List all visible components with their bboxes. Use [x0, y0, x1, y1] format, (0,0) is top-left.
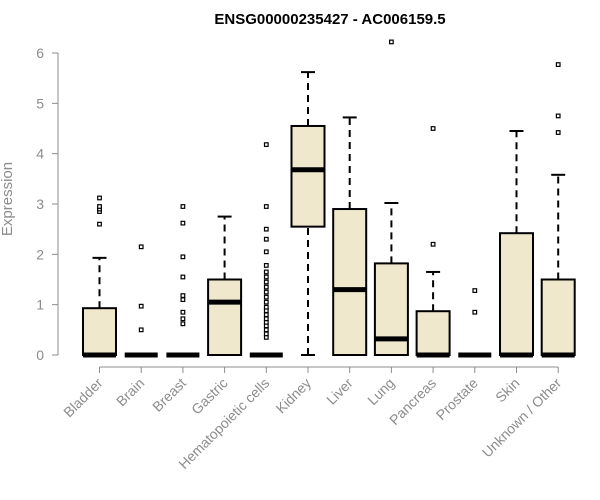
outlier-point	[263, 204, 269, 209]
outlier-point	[263, 263, 269, 268]
outlier-point	[263, 226, 269, 232]
outlier-point	[180, 309, 186, 315]
outlier-point	[263, 274, 269, 280]
outlier-point	[263, 269, 269, 275]
box-skin	[499, 130, 534, 358]
outlier-point	[180, 297, 186, 303]
box-pancreas	[415, 126, 451, 358]
x-tick-label-unknown-other: Unknown / Other	[479, 375, 565, 461]
chart-title: ENSG00000235427 - AC006159.5	[214, 11, 445, 28]
box-iqr	[290, 124, 326, 228]
outlier-point	[180, 254, 186, 260]
x-tick-label-skin: Skin	[492, 375, 523, 406]
outlier-point	[263, 249, 269, 255]
outlier-point	[555, 62, 561, 67]
outlier-point	[263, 284, 269, 290]
outlier-point	[263, 236, 269, 242]
outlier-point	[430, 126, 436, 131]
outlier-point	[263, 327, 269, 333]
x-tick-label-brain: Brain	[113, 375, 147, 409]
boxes-group	[82, 39, 576, 358]
outlier-point	[263, 289, 269, 295]
x-tick-label-prostate: Prostate	[433, 375, 481, 423]
box-hematopoietic-cells	[249, 142, 283, 358]
outlier-point	[180, 274, 186, 280]
x-tick-label-liver: Liver	[323, 375, 356, 408]
y-axis: 0 1 2 3 4 5 6	[36, 45, 59, 363]
box-brain	[124, 244, 158, 358]
box-unknown-other	[540, 62, 576, 358]
outlier-point	[180, 204, 186, 209]
outlier-point	[263, 312, 269, 318]
x-tick-label-bladder: Bladder	[60, 375, 106, 421]
outlier-point	[555, 130, 561, 135]
y-tick-label: 3	[36, 196, 44, 212]
box-kidney	[290, 71, 326, 356]
outlier-point	[472, 288, 478, 293]
y-tick-label: 5	[36, 95, 44, 111]
box-prostate	[458, 288, 492, 358]
box-iqr	[499, 232, 534, 356]
box-liver	[332, 116, 368, 356]
box-iqr	[332, 208, 368, 356]
outlier-point	[180, 293, 186, 299]
outlier-point	[138, 327, 144, 333]
outlier-point	[263, 299, 269, 305]
outlier-point	[263, 294, 269, 300]
outlier-point	[430, 241, 436, 247]
box-bladder	[82, 195, 117, 358]
y-axis-label: Expression	[0, 162, 16, 236]
outlier-point	[97, 204, 102, 209]
y-tick-label: 6	[36, 45, 44, 61]
y-tick-label: 1	[36, 297, 44, 313]
outlier-point	[263, 142, 269, 148]
box-iqr	[207, 278, 243, 356]
y-tick-label: 0	[36, 347, 44, 363]
outlier-point	[555, 113, 561, 119]
box-breast	[166, 204, 200, 358]
outlier-point	[263, 316, 269, 322]
outlier-point	[263, 304, 269, 310]
box-iqr	[415, 310, 451, 356]
box-lung	[373, 39, 409, 357]
outlier-point	[138, 303, 144, 309]
outlier-point	[263, 279, 269, 285]
outlier-point	[138, 244, 144, 250]
outlier-point	[97, 195, 102, 201]
x-tick-label-lung: Lung	[364, 375, 397, 408]
outlier-point	[389, 39, 394, 45]
outlier-point	[472, 309, 478, 315]
outlier-point	[263, 331, 269, 337]
outlier-point	[180, 220, 186, 226]
y-tick-label: 4	[36, 146, 44, 162]
box-iqr	[540, 278, 576, 356]
x-tick-label-breast: Breast	[149, 375, 189, 415]
box-iqr	[82, 307, 117, 357]
x-tick-label-kidney: Kidney	[273, 375, 315, 417]
outlier-point	[180, 316, 186, 322]
y-tick-label: 2	[36, 246, 44, 262]
box-gastric	[207, 215, 243, 356]
outlier-point	[97, 221, 102, 227]
outlier-point	[180, 321, 186, 327]
